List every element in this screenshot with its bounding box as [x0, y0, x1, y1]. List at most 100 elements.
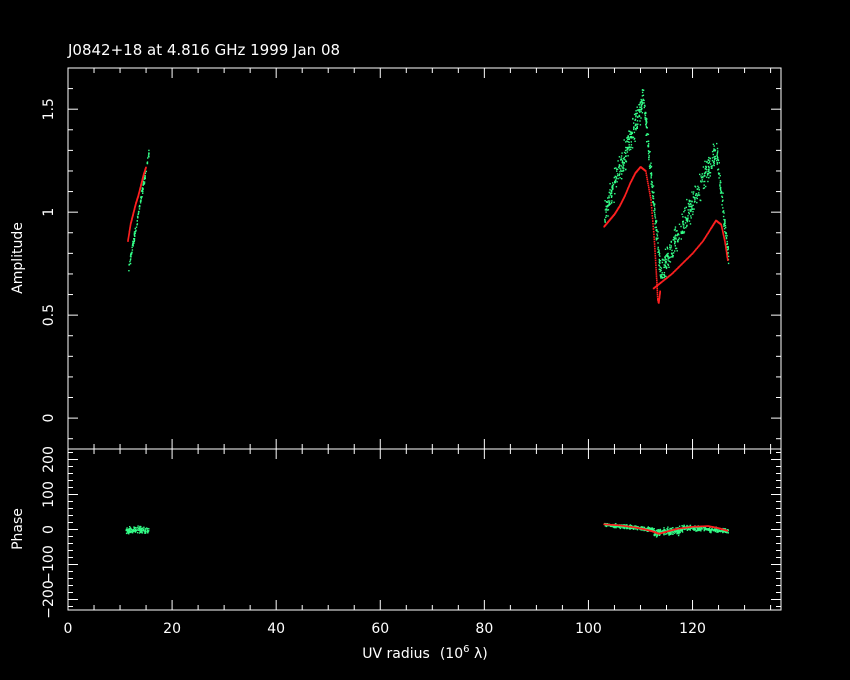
data-point [143, 178, 145, 180]
data-point [143, 181, 146, 183]
data-point [132, 245, 134, 247]
model-point [698, 244, 701, 247]
data-point [723, 224, 725, 226]
data-point [685, 219, 687, 221]
y-tick-label: −200 [41, 580, 57, 618]
data-point [643, 102, 645, 104]
data-point [616, 168, 618, 170]
data-point [133, 238, 135, 240]
data-point [676, 529, 679, 532]
data-point [692, 208, 694, 210]
data-point [630, 133, 632, 136]
data-point [652, 529, 654, 531]
data-point [695, 526, 697, 529]
model-point [654, 257, 657, 259]
model-point [724, 241, 726, 244]
data-point [634, 118, 637, 121]
data-point [720, 190, 722, 193]
data-point [653, 202, 655, 204]
data-point [144, 529, 147, 531]
data-point [674, 250, 676, 252]
data-point [640, 105, 643, 107]
model-point [645, 170, 647, 172]
data-point [717, 531, 719, 533]
model-point [625, 191, 628, 194]
data-point [654, 226, 656, 229]
data-point [650, 162, 652, 164]
model-point [699, 525, 702, 528]
model-point [689, 526, 692, 528]
data-point [686, 218, 689, 220]
data-point [131, 530, 133, 532]
data-point [140, 525, 142, 528]
data-point [641, 91, 644, 94]
data-point [608, 197, 610, 199]
data-point [686, 528, 688, 531]
data-point [655, 239, 658, 241]
data-point [713, 148, 715, 150]
model-point [686, 257, 689, 260]
data-point [721, 195, 723, 197]
data-point [678, 234, 680, 236]
data-point [638, 114, 640, 117]
y-tick-label: 100 [41, 481, 57, 508]
data-point [684, 209, 686, 211]
data-point [628, 528, 631, 530]
data-point [142, 192, 144, 194]
data-point [658, 252, 661, 255]
model-point [683, 260, 686, 263]
model-point [653, 238, 656, 241]
data-point [683, 227, 685, 229]
data-point [719, 188, 722, 190]
model-point [676, 528, 678, 530]
data-point [130, 253, 133, 255]
data-point [637, 116, 639, 118]
data-point [669, 248, 671, 250]
data-point [716, 155, 718, 158]
data-point [657, 251, 659, 253]
data-point [690, 217, 692, 219]
data-point [613, 167, 616, 170]
data-point [665, 254, 668, 256]
data-point [616, 168, 619, 170]
data-point [619, 177, 621, 179]
data-point [719, 192, 722, 194]
data-point [723, 222, 726, 224]
data-point [688, 203, 690, 206]
model-point [652, 228, 655, 230]
model-point [628, 185, 630, 187]
data-point [665, 261, 667, 263]
data-point [139, 206, 141, 208]
data-point [617, 177, 619, 180]
data-point [707, 180, 709, 183]
data-point [616, 175, 619, 177]
data-point [670, 245, 672, 247]
data-point [687, 217, 689, 219]
data-point [727, 247, 729, 249]
model-point [725, 247, 727, 250]
data-point [698, 194, 701, 196]
data-point [690, 205, 693, 208]
data-point [725, 243, 728, 246]
data-point [658, 254, 660, 256]
data-point [693, 197, 695, 199]
model-point [690, 526, 693, 528]
phase-panel: −200−100 0 100 200 Phase [10, 446, 782, 619]
model-point [725, 250, 728, 253]
data-point [724, 531, 727, 533]
data-point [697, 194, 699, 196]
data-point [696, 188, 699, 190]
data-point [637, 109, 640, 111]
data-point [700, 199, 702, 202]
data-point [670, 532, 672, 534]
data-point [146, 528, 148, 530]
data-point [607, 204, 609, 206]
data-point [134, 527, 136, 529]
data-point [692, 204, 694, 206]
data-point [641, 112, 644, 114]
data-point [631, 131, 633, 134]
data-point [716, 151, 719, 154]
data-point [662, 530, 664, 532]
data-point [630, 141, 632, 143]
data-point [129, 259, 132, 261]
